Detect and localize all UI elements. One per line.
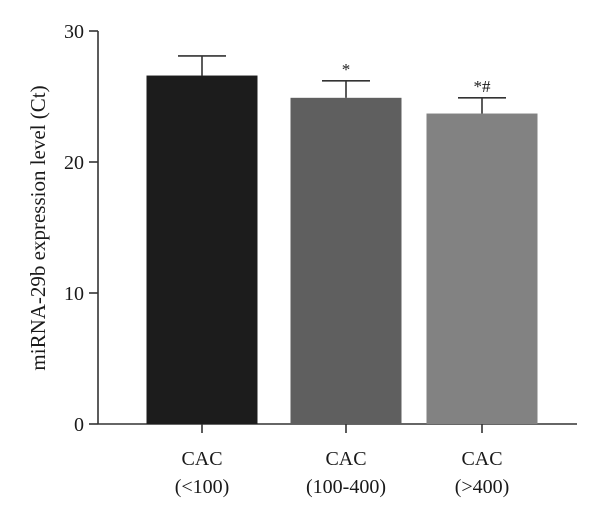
y-tick-label: 30 [64, 21, 84, 43]
y-tick-label: 10 [64, 283, 84, 305]
bar [290, 97, 402, 424]
y-tick-label: 20 [64, 152, 84, 174]
x-tick-label: (100-400) [306, 476, 386, 498]
x-tick-label: (<100) [175, 476, 230, 498]
x-tick-label: CAC [325, 448, 366, 470]
bar [426, 113, 538, 424]
significance-marker: *# [474, 77, 492, 96]
y-axis-label: miRNA-29b expression level (Ct) [26, 85, 50, 370]
y-tick-label: 0 [74, 414, 84, 436]
x-tick-label: CAC [181, 448, 222, 470]
bar [146, 75, 258, 424]
significance-marker: * [342, 60, 351, 79]
x-tick-label: CAC [461, 448, 502, 470]
x-tick-label: (>400) [455, 476, 510, 498]
